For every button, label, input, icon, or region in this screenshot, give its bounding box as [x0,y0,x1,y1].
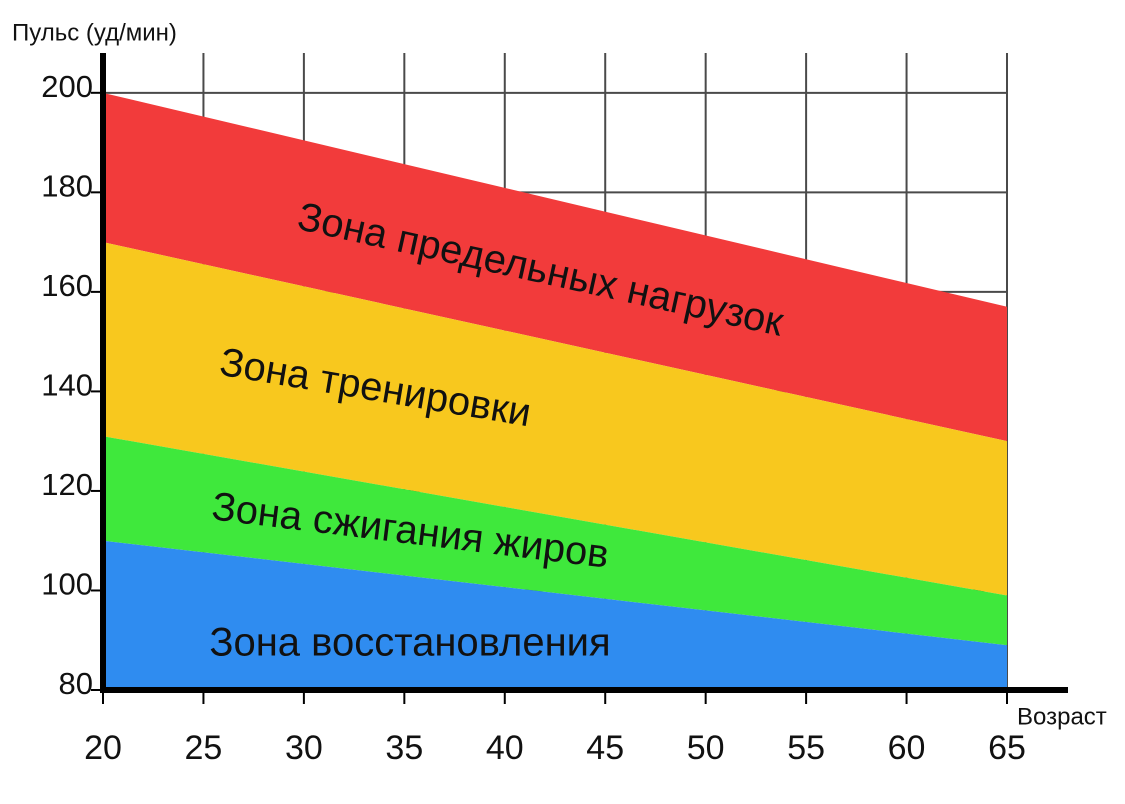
y-tick-label: 160 [41,268,93,303]
x-tick-label: 65 [988,729,1026,767]
x-tick-label: 35 [385,729,423,767]
x-tick-label: 55 [787,729,825,767]
x-tick-label: 30 [285,729,323,767]
y-tick-label: 100 [41,567,93,602]
y-tick-label: 80 [59,666,93,701]
y-tick-label: 120 [41,467,93,502]
x-tick-label: 60 [888,729,926,767]
zone-area [103,92,1007,442]
y-tick-label: 140 [41,368,93,403]
x-tick-label: 20 [84,729,122,767]
y-tick-label: 200 [41,69,93,104]
y-tick-label: 180 [41,169,93,204]
zone-label: Зона восстановления [209,621,610,665]
x-tick-label: 40 [486,729,524,767]
y-axis-title: Пульс (уд/мин) [12,19,177,46]
zone-area [103,436,1007,646]
x-tick-label: 45 [586,729,624,767]
zone-area [103,540,1007,690]
x-tick-label: 50 [687,729,725,767]
x-tick-label: 25 [185,729,223,767]
x-axis-title: Возраст [1017,703,1107,730]
zone-area [103,242,1007,596]
